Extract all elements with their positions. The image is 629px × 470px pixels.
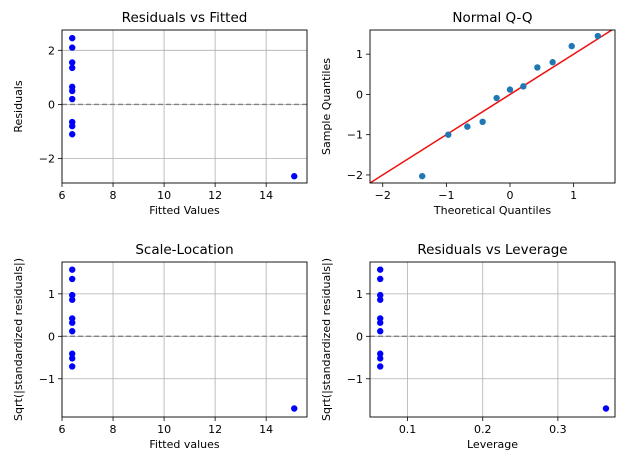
y-tick-label: 0	[356, 330, 363, 343]
data-point	[594, 32, 602, 40]
y-tick-label: 1	[48, 288, 55, 301]
x-tick-label: 8	[110, 423, 117, 436]
x-tick-label: 14	[259, 423, 273, 436]
data-point	[377, 319, 384, 326]
panel-normal-qq: −2 −1 0 1 −2 −1 0 1 Normal Q-Q Theoretical Quanti…	[320, 10, 616, 217]
data-point	[69, 319, 76, 326]
x-axis-label: Leverage	[467, 438, 518, 451]
data-point	[69, 131, 76, 138]
plot-frame	[61, 29, 308, 184]
data-point	[377, 296, 384, 303]
y-tick-label: −1	[347, 373, 363, 386]
panel-residuals-vs-leverage: 0.1 0.2 0.3 −1 0 1 Residuals vs Leverage Levera…	[320, 242, 616, 451]
data-point	[568, 42, 575, 50]
data-point	[377, 355, 384, 362]
x-tick-label: 6	[59, 189, 66, 202]
y-tick-label: 1	[356, 288, 363, 301]
data-point	[69, 122, 76, 130]
y-axis-label: Sample Quantiles	[320, 58, 333, 155]
y-axis-label: Sqrt(|standardized residuals|)	[12, 258, 25, 421]
data-point	[506, 86, 514, 93]
data-point	[69, 355, 76, 362]
chart-title: Scale-Location	[135, 242, 233, 258]
x-axis-label: Fitted Values	[149, 204, 220, 217]
y-tick-label: 1	[356, 48, 363, 61]
x-tick-label: 0.1	[399, 423, 417, 436]
data-point	[377, 266, 384, 273]
data-point	[69, 34, 76, 42]
y-tick-label: 0	[48, 330, 55, 343]
data-point	[69, 296, 76, 303]
data-point	[69, 44, 76, 51]
data-point	[69, 95, 76, 103]
x-tick-label: 8	[110, 189, 117, 202]
data-point	[377, 350, 384, 357]
y-tick-label: −2	[39, 153, 55, 166]
chart-title: Normal Q-Q	[452, 10, 532, 26]
data-point	[493, 94, 500, 102]
data-point	[69, 87, 76, 95]
x-tick-label: 0	[507, 189, 514, 202]
data-point	[377, 328, 384, 335]
data-point	[69, 328, 76, 335]
x-tick-label: 12	[208, 423, 222, 436]
y-tick-label: −1	[347, 129, 363, 142]
data-point	[377, 275, 384, 283]
plot-frame	[61, 261, 308, 418]
y-tick-label: 0	[356, 88, 363, 101]
chart-title: Residuals vs Fitted	[122, 10, 248, 26]
data-point	[377, 291, 384, 299]
x-axis-label: Fitted values	[149, 438, 220, 451]
data-point	[69, 363, 76, 370]
y-axis-label: Residuals	[12, 80, 25, 132]
panel-scale-location: 6 8 10 12 14 −1 0 1 Scale-Location Fitted values S…	[12, 242, 308, 451]
x-tick-label: 6	[59, 423, 66, 436]
panel-residuals-vs-fitted: 6 8 10 12 14 −2 0 2 Residuals vs Fitted Fitted Va…	[12, 10, 308, 217]
x-tick-label: 10	[157, 423, 171, 436]
data-point	[69, 350, 76, 357]
x-tick-label: 0.2	[474, 423, 492, 436]
x-tick-label: 10	[157, 189, 171, 202]
qq-reference-line	[370, 30, 614, 183]
data-point	[69, 64, 76, 72]
data-point	[445, 131, 452, 138]
data-point	[69, 275, 76, 283]
data-point	[464, 123, 471, 130]
x-tick-label: −2	[375, 189, 391, 202]
plot-frame	[369, 29, 616, 184]
x-tick-label: 1	[570, 189, 577, 202]
data-point	[69, 291, 76, 299]
data-point	[291, 405, 298, 412]
data-point	[602, 405, 610, 412]
y-tick-label: 0	[48, 98, 55, 111]
y-tick-label: 2	[48, 44, 55, 57]
x-tick-label: 14	[259, 189, 273, 202]
data-point	[69, 59, 76, 66]
y-tick-label: −2	[347, 169, 363, 182]
chart-title: Residuals vs Leverage	[417, 242, 567, 258]
x-tick-label: −1	[438, 189, 454, 202]
x-tick-label: 12	[208, 189, 222, 202]
data-point	[291, 173, 298, 180]
data-point	[520, 83, 527, 90]
x-axis-label: Theoretical Quantiles	[433, 204, 551, 217]
data-point	[69, 266, 76, 273]
data-point	[534, 64, 541, 71]
data-point	[377, 363, 384, 370]
plot-frame	[369, 261, 616, 418]
y-tick-label: −1	[39, 373, 55, 386]
data-point	[479, 118, 486, 126]
y-axis-label: Sqrt(|standardized residuals|)	[320, 258, 333, 421]
x-tick-label: 0.3	[549, 423, 567, 436]
data-point	[549, 59, 556, 66]
data-point	[418, 172, 426, 180]
